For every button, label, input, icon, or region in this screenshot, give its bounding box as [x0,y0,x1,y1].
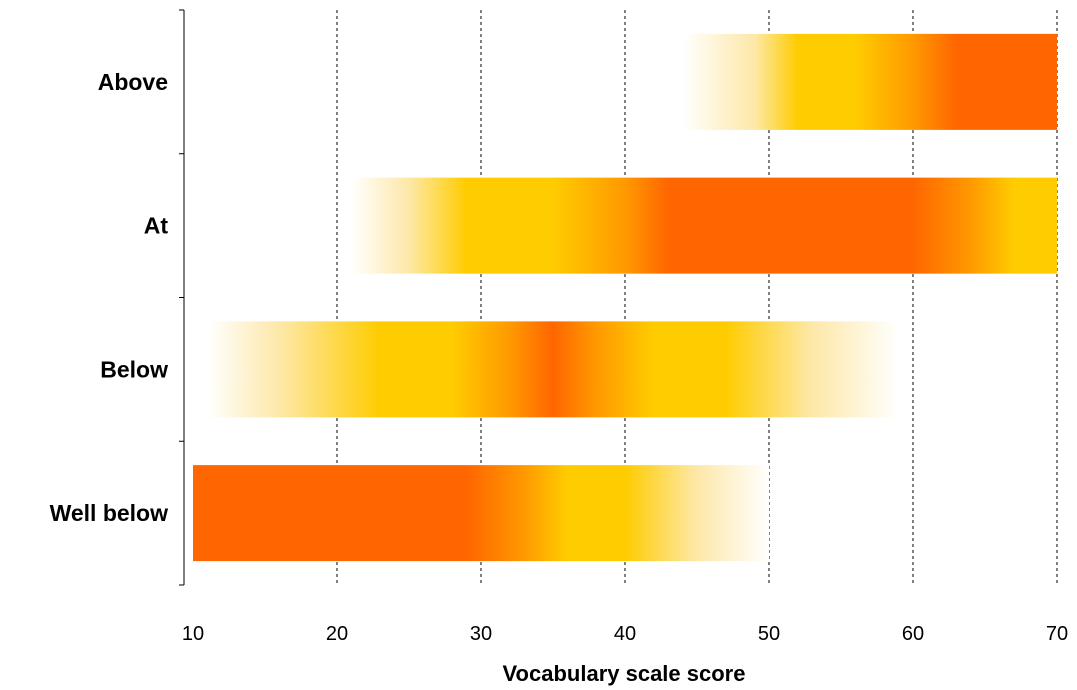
category-label-below: Below [100,356,168,382]
x-axis-title: Vocabulary scale score [503,661,746,686]
bar-below [207,321,899,418]
category-label-well-below: Well below [50,500,169,526]
x-tick-label-70: 70 [1046,623,1068,645]
bar-at [351,177,1057,274]
labels: Above At Below Well below 10 20 30 40 50 60 70 [50,69,1069,645]
bar-above [682,33,1057,130]
axes [179,9,185,586]
x-tick-label-40: 40 [614,623,636,645]
x-tick-label-10: 10 [182,623,204,645]
bar-well-below [193,465,769,562]
x-tick-label-50: 50 [758,623,780,645]
category-label-at: At [144,213,169,239]
x-tick-label-20: 20 [326,623,348,645]
bars [193,33,1057,562]
category-label-above: Above [98,69,168,95]
x-tick-label-60: 60 [902,623,924,645]
x-tick-label-30: 30 [470,623,492,645]
